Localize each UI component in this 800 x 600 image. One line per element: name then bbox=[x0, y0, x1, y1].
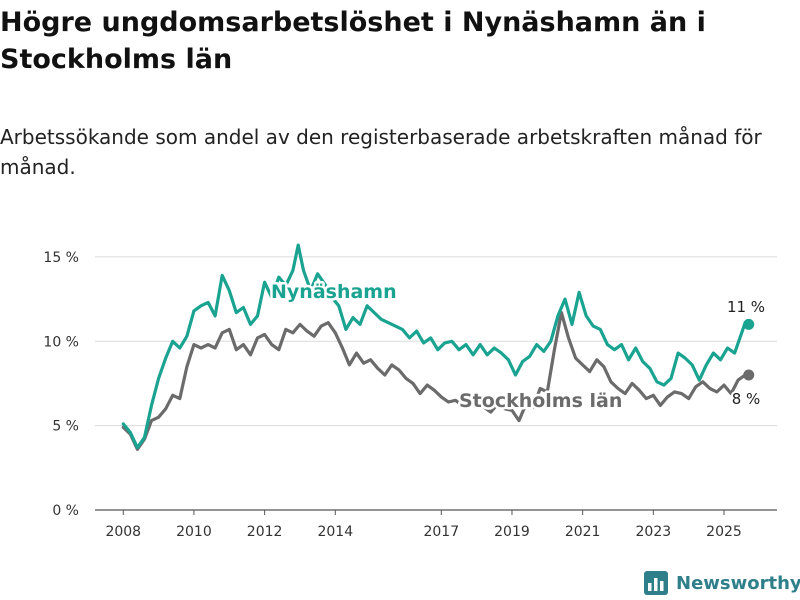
x-tick-label: 2023 bbox=[636, 524, 672, 540]
series-label-stockholms-lan-halo: Stockholms län bbox=[459, 390, 622, 412]
y-tick-label: 10 % bbox=[43, 334, 79, 350]
newsworthy-brand[interactable]: Newsworthy bbox=[644, 568, 800, 598]
y-tick-label: 15 % bbox=[43, 250, 79, 266]
series-end-point bbox=[743, 318, 755, 330]
bar-chart-logo-icon bbox=[644, 571, 668, 595]
series-label-nynashamn-halo: Nynäshamn bbox=[271, 281, 397, 303]
series-line-nynashamn bbox=[121, 243, 751, 450]
x-tick-label: 2014 bbox=[317, 524, 353, 540]
x-tick-label: 2010 bbox=[176, 524, 212, 540]
series-end-point bbox=[743, 369, 755, 381]
x-tick-label: 2012 bbox=[247, 524, 283, 540]
x-tick-label: 2019 bbox=[494, 524, 530, 540]
gridlines bbox=[95, 256, 777, 511]
x-tick-label: 2021 bbox=[565, 524, 601, 540]
y-axis-ticks: 0 % 5 % 10 % 15 % bbox=[43, 250, 79, 519]
series-label-stockholms-lan: Stockholms län bbox=[459, 390, 622, 412]
x-tick-label: 2025 bbox=[706, 524, 742, 540]
x-tick-label: 2017 bbox=[423, 524, 459, 540]
series-lines bbox=[121, 243, 755, 451]
y-tick-label: 5 % bbox=[52, 419, 79, 435]
end-value-label-halo: 8 % bbox=[732, 390, 761, 408]
brand-name: Newsworthy bbox=[676, 572, 800, 594]
end-value-label-nynashamn: 11 % bbox=[727, 298, 765, 316]
y-tick-label: 0 % bbox=[52, 503, 79, 519]
x-tick-label: 2008 bbox=[105, 524, 141, 540]
series-line-stockholms-lan bbox=[121, 311, 751, 451]
end-value-label-stockholms-lan: 8 % bbox=[732, 390, 761, 408]
chart-title: Högre ungdomsarbetslöshet i Nynäshamn än… bbox=[0, 7, 706, 75]
chart-subtitle: Arbetssökande som andel av den registerb… bbox=[0, 125, 762, 179]
x-axis-ticks: 2008 2010 2012 2014 2017 2019 2021 2023 2025 bbox=[105, 510, 742, 540]
series-label-nynashamn: Nynäshamn bbox=[271, 281, 397, 303]
